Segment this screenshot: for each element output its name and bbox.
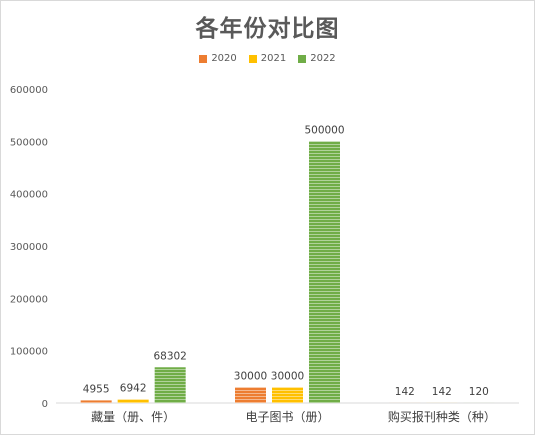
y-tick-label: 0 xyxy=(42,399,48,410)
bar-2021 xyxy=(117,399,149,403)
x-category-label: 电子图书（册） xyxy=(245,410,329,424)
legend-label-2022: 2022 xyxy=(310,53,336,64)
y-tick-label: 200000 xyxy=(10,294,48,305)
legend-label-2021: 2021 xyxy=(260,53,287,64)
y-tick-label: 600000 xyxy=(10,85,48,96)
bar-2022 xyxy=(154,367,186,403)
legend-swatch-2020 xyxy=(199,54,208,63)
chart-title: 各年份对比图 xyxy=(195,15,340,42)
bar-2022 xyxy=(309,141,340,404)
data-label: 30000 xyxy=(234,370,267,382)
y-tick-label: 500000 xyxy=(10,137,48,148)
legend: 2020 2021 2022 xyxy=(1,53,534,64)
data-label: 142 xyxy=(432,386,452,398)
data-label: 6942 xyxy=(120,382,147,394)
legend-item-2020: 2020 xyxy=(199,53,237,64)
y-tick-label: 100000 xyxy=(10,347,48,358)
data-label: 142 xyxy=(395,386,415,398)
y-tick-label: 400000 xyxy=(10,190,48,201)
legend-item-2021: 2021 xyxy=(248,53,287,64)
data-label: 500000 xyxy=(304,124,344,136)
data-label: 30000 xyxy=(271,370,304,382)
legend-item-2022: 2022 xyxy=(298,53,336,64)
x-category-label: 购买报刊种类（种） xyxy=(388,409,496,424)
data-label: 4955 xyxy=(83,383,110,395)
bar-2020 xyxy=(80,400,112,403)
data-label: 68302 xyxy=(153,350,186,362)
bar-2020 xyxy=(235,387,266,403)
legend-swatch-2022 xyxy=(298,54,307,63)
bar-2021 xyxy=(272,387,303,403)
legend-label-2020: 2020 xyxy=(211,53,237,64)
data-label: 120 xyxy=(469,386,489,398)
y-tick-label: 300000 xyxy=(10,242,48,253)
x-category-label: 藏量（册、件） xyxy=(91,410,175,424)
legend-swatch-2021 xyxy=(248,54,257,63)
